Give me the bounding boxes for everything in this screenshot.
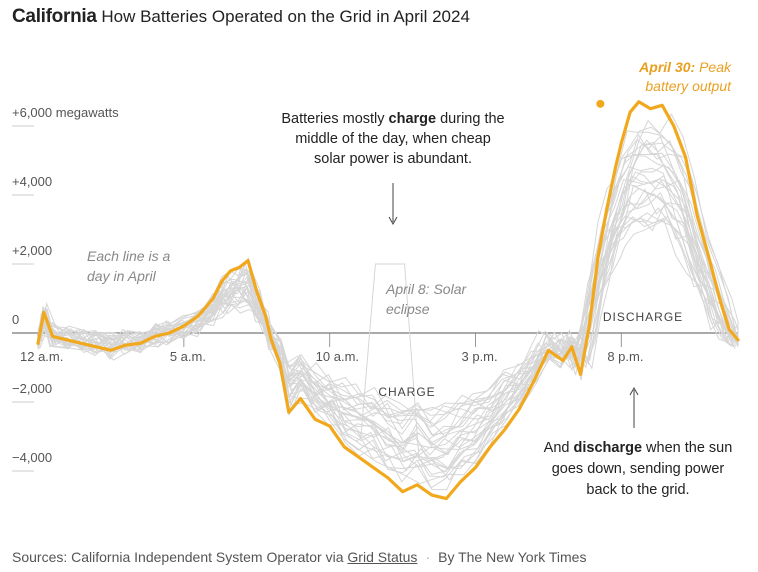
day-line xyxy=(37,179,732,456)
x-tick-label: 10 a.m. xyxy=(316,349,359,364)
y-tick-label: +2,000 xyxy=(12,243,52,258)
day-line xyxy=(40,113,739,485)
title-subtitle: How Batteries Operated on the Grid in Ap… xyxy=(101,7,470,26)
x-axis: 12 a.m. 5 a.m. 10 a.m. 3 p.m. 8 p.m. xyxy=(20,333,643,364)
battery-chart: +6,000 megawatts +4,000 +2,000 0 −2,000 −4,00… xyxy=(12,59,740,501)
y-tick-label: +4,000 xyxy=(12,174,52,189)
day-line xyxy=(38,203,739,427)
footer-separator: · xyxy=(425,549,431,565)
charge-note-line-2: middle of the day, when cheap xyxy=(295,131,491,147)
day-line xyxy=(37,215,733,425)
peak-marker xyxy=(596,99,605,108)
title-state: California xyxy=(12,6,97,27)
y-tick-label: −4,000 xyxy=(12,450,52,465)
x-tick-label: 12 a.m. xyxy=(20,349,63,364)
x-tick-label: 3 p.m. xyxy=(462,349,498,364)
day-line xyxy=(37,153,734,459)
y-tick-label: +6,000 megawatts xyxy=(12,105,119,120)
peak-note-1: April 30: Peak xyxy=(638,59,732,75)
charge-label: CHARGE xyxy=(378,385,435,399)
byline: By The New York Times xyxy=(438,549,587,565)
charge-arrow-head xyxy=(388,216,398,226)
discharge-arrow-head xyxy=(629,386,639,396)
day-line xyxy=(37,217,729,424)
y-axis: +6,000 megawatts +4,000 +2,000 0 −2,000 −4,00… xyxy=(12,105,119,472)
discharge-note-line-3: back to the grid. xyxy=(586,482,689,498)
highlight-line-april-30 xyxy=(36,100,740,501)
day-line xyxy=(37,193,737,439)
chart-title: California How Batteries Operated on the… xyxy=(12,6,470,28)
peak-note-2: battery output xyxy=(645,78,732,94)
day-line xyxy=(39,188,739,438)
charge-note-line-3: solar power is abundant. xyxy=(314,151,472,167)
discharge-note-line-1: And discharge when the sun xyxy=(544,440,733,456)
x-tick-label: 5 a.m. xyxy=(170,349,206,364)
discharge-label: DISCHARGE xyxy=(603,310,683,324)
x-tick-label: 8 p.m. xyxy=(607,349,643,364)
eclipse-note-1: April 8: Solar xyxy=(385,281,467,297)
discharge-note-line-2: goes down, sending power xyxy=(552,461,725,477)
each-line-note-2: day in April xyxy=(87,268,157,284)
y-tick-label: 0 xyxy=(12,312,19,327)
each-line-note-1: Each line is a xyxy=(87,248,170,264)
footer: Sources: California Independent System O… xyxy=(12,549,586,565)
sources-text: Sources: California Independent System O… xyxy=(12,549,348,565)
day-line xyxy=(37,141,730,478)
charge-note-line-1: Batteries mostly charge during the xyxy=(281,111,504,127)
eclipse-note-2: eclipse xyxy=(386,301,430,317)
grid-status-link[interactable]: Grid Status xyxy=(347,549,418,565)
y-tick-label: −2,000 xyxy=(12,381,52,396)
